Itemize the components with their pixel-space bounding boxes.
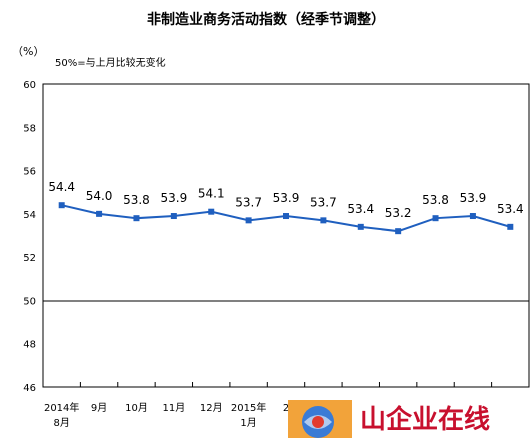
data-point — [395, 228, 402, 235]
x-tick-label: 11月 — [162, 402, 185, 414]
y-axis: 60 58 56 54 52 50 48 46 — [23, 80, 36, 394]
data-point — [133, 215, 140, 222]
data-point — [320, 217, 327, 224]
y-tick-label: 52 — [23, 253, 36, 264]
globe-logo-icon — [288, 400, 352, 438]
data-label: 53.8 — [123, 193, 150, 207]
y-tick-label: 54 — [23, 210, 36, 221]
data-labels: 54.4 54.0 53.8 53.9 54.1 53.7 53.9 53.7 53.4 53.2… — [48, 180, 523, 220]
y-tick-label: 46 — [23, 383, 36, 394]
data-point — [58, 202, 65, 209]
data-label: 53.4 — [347, 202, 374, 216]
x-tick-label: 9月 — [91, 402, 107, 414]
watermark: 山企业在线 — [288, 400, 490, 438]
y-tick-label: 50 — [23, 296, 36, 307]
x-tick-label: 2015年 — [231, 401, 266, 414]
data-label: 53.9 — [160, 191, 187, 205]
data-point — [245, 217, 252, 224]
data-point — [432, 215, 439, 222]
data-label: 53.8 — [422, 193, 449, 207]
data-label: 53.4 — [497, 202, 524, 216]
series — [58, 202, 514, 235]
y-tick-label: 48 — [23, 340, 36, 351]
x-axis: 2014年 8月 9月 10月 11月 12月 2015年 1月 2 — [44, 382, 493, 429]
x-tick-label-line2: 8月 — [54, 417, 70, 429]
x-tick-label: 2 — [283, 403, 289, 414]
unit-label: （%） — [12, 45, 44, 58]
data-label: 53.2 — [385, 206, 412, 220]
data-label: 54.0 — [86, 189, 113, 203]
annotation-note: 50%=与上月比较无变化 — [55, 56, 166, 69]
data-label: 54.1 — [198, 187, 225, 201]
data-label: 53.9 — [273, 191, 300, 205]
watermark-text: 山企业在线 — [360, 404, 490, 435]
plot-area — [42, 83, 530, 388]
data-point — [170, 213, 177, 220]
data-point — [357, 223, 364, 230]
data-label: 54.4 — [48, 180, 75, 194]
data-point — [469, 213, 476, 220]
x-tick-label: 12月 — [200, 402, 223, 414]
chart-title: 非制造业商务活动指数（经季节调整） — [147, 11, 385, 28]
y-tick-label: 56 — [23, 167, 36, 178]
data-label: 53.7 — [310, 195, 337, 209]
x-tick-label: 2014年 — [44, 401, 79, 414]
x-tick-label-line2: 1月 — [240, 417, 256, 429]
y-tick-label: 60 — [23, 80, 36, 91]
data-point — [283, 213, 289, 220]
data-label: 53.9 — [460, 191, 487, 205]
data-label: 53.7 — [235, 195, 262, 209]
data-point — [507, 223, 514, 230]
x-tick-label: 10月 — [125, 402, 148, 414]
plot-border — [42, 83, 530, 388]
data-point — [96, 210, 103, 217]
data-point — [208, 208, 215, 215]
y-tick-label: 58 — [23, 123, 36, 134]
